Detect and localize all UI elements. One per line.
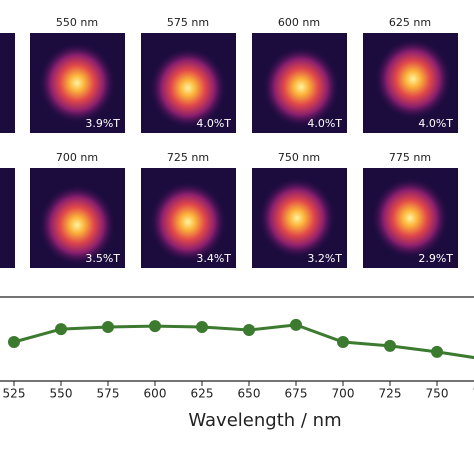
panel-title: 750 nm	[278, 151, 320, 164]
panel-transmission: 4.0%T	[307, 117, 342, 130]
x-tick-label: 675	[285, 387, 308, 401]
partial-panel	[0, 168, 15, 268]
data-point	[431, 345, 443, 358]
x-tick-label: 575	[97, 387, 120, 401]
x-tick-label: 725	[379, 387, 402, 401]
data-point	[196, 321, 208, 333]
intensity-spot	[372, 178, 448, 258]
panel-title: 725 nm	[167, 151, 209, 164]
data-point	[384, 339, 396, 352]
panel-title: 700 nm	[56, 151, 98, 164]
data-point	[243, 324, 255, 336]
data-point	[55, 323, 67, 336]
x-tick-label: 775	[473, 387, 474, 401]
data-point	[102, 321, 114, 333]
panel-transmission: 2.9%T	[418, 252, 453, 265]
data-point	[149, 320, 161, 333]
panel-transmission: 3.9%T	[85, 117, 120, 130]
intensity-spot	[39, 43, 115, 123]
panel-title: 575 nm	[167, 16, 209, 29]
panel-transmission: 4.0%T	[196, 117, 231, 130]
data-point	[337, 336, 349, 348]
panel-title: 775 nm	[389, 151, 431, 164]
x-tick-label: 700	[332, 387, 355, 401]
data-point	[290, 318, 302, 331]
x-tick-label: 750	[426, 387, 449, 401]
plot-area	[8, 318, 474, 360]
intensity-spot	[150, 182, 226, 262]
intensity-spot	[150, 48, 226, 128]
x-tick-label: 650	[238, 387, 261, 401]
intensity-spot	[375, 39, 451, 119]
partial-panel	[0, 33, 15, 133]
x-tick-label: 525	[3, 387, 26, 401]
panel-title: 550 nm	[56, 16, 98, 29]
data-point	[8, 336, 20, 348]
panel-title: 600 nm	[278, 16, 320, 29]
x-tick-label: 600	[144, 387, 167, 401]
intensity-spot	[39, 185, 115, 265]
panel-transmission: 3.4%T	[196, 252, 231, 265]
panel-title: 625 nm	[389, 16, 431, 29]
x-axis-label: Wavelength / nm	[188, 410, 341, 431]
intensity-spot	[259, 178, 335, 258]
x-tick-label: 550	[50, 387, 73, 401]
intensity-spot	[263, 47, 339, 127]
panel-transmission: 3.2%T	[307, 252, 342, 265]
panel-transmission: 4.0%T	[418, 117, 453, 130]
panel-transmission: 3.5%T	[85, 252, 120, 265]
x-tick-label: 625	[191, 387, 214, 401]
